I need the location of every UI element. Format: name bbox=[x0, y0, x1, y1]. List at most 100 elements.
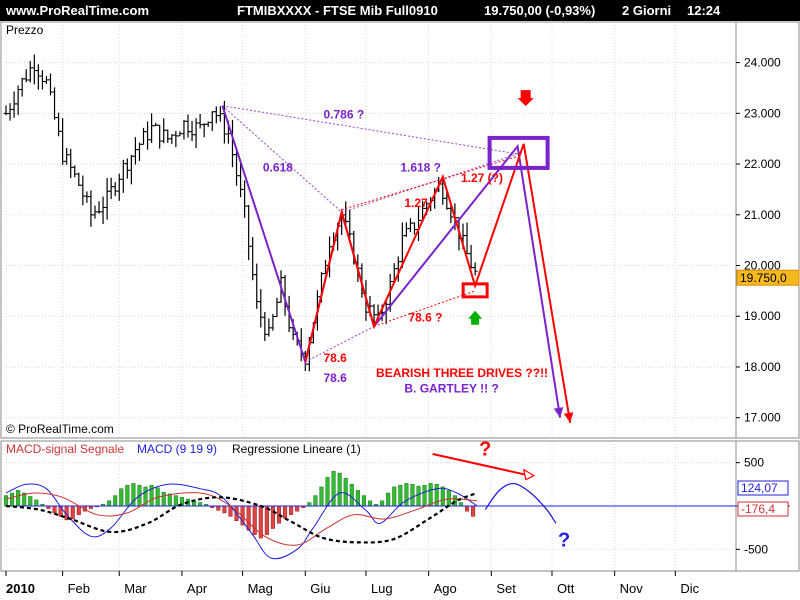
signal-value-box bbox=[737, 501, 789, 517]
time-tick-label: Giu bbox=[310, 581, 330, 596]
macd-histogram-bar bbox=[422, 484, 427, 507]
time-tick-label: Set bbox=[496, 581, 516, 596]
macd-value-box bbox=[737, 480, 789, 496]
macd-signal-legend: MACD-signal Segnale bbox=[6, 442, 124, 456]
price-tick-label: 18.000 bbox=[744, 360, 781, 374]
macd-histogram-bar bbox=[458, 502, 464, 507]
macd-histogram-bar bbox=[70, 505, 75, 520]
macd-histogram-bar bbox=[404, 483, 409, 507]
time-tick-label: Nov bbox=[620, 581, 644, 596]
signal-line bbox=[5, 492, 478, 546]
title-bar: www.ProRealTime.com FTMIBXXXX - FTSE Mib… bbox=[0, 0, 800, 21]
purple-dashed-line bbox=[341, 153, 518, 213]
pattern-annotation: 78.6 bbox=[323, 351, 347, 365]
macd-panel: MACD-signal Segnale MACD (9 19 9) Regres… bbox=[0, 439, 800, 572]
macd-histogram-bar bbox=[361, 495, 366, 507]
macd-histogram-bar bbox=[283, 505, 288, 519]
time-tick-label: Ago bbox=[434, 581, 457, 596]
pattern-annotation: 1.27 (?) bbox=[461, 171, 503, 185]
last-price-label: 19.750,0 bbox=[740, 271, 787, 285]
quote-label: 19.750,00 (-0,93%) bbox=[484, 3, 596, 18]
macd-histogram-bar bbox=[16, 490, 21, 507]
macd-histogram-bar bbox=[34, 499, 39, 507]
site-label: www.ProRealTime.com bbox=[6, 3, 150, 18]
target-zone-box bbox=[487, 135, 550, 170]
macd-histogram-bar bbox=[28, 496, 33, 507]
macd-value-tags: 124,07 -176,4 bbox=[737, 480, 789, 517]
price-panel: Prezzo © ProRealTime.com 24.000 23.000 22.… bbox=[0, 21, 800, 439]
macd-histogram-bar bbox=[10, 492, 15, 507]
ohlc-bar bbox=[472, 262, 478, 276]
macd-histogram-bar bbox=[52, 505, 57, 514]
purple-arrowhead bbox=[553, 407, 564, 418]
harmonic-pattern bbox=[221, 105, 574, 423]
macd-histogram-bar bbox=[125, 484, 130, 507]
price-tick-label: 20.000 bbox=[744, 259, 781, 273]
macd-histogram-bar bbox=[452, 495, 457, 507]
macd-projection-curve bbox=[484, 482, 557, 524]
price-tick-label: 24.000 bbox=[744, 56, 781, 70]
macd-projections: ?? bbox=[432, 439, 570, 552]
macd-histogram-bar bbox=[398, 484, 403, 507]
macd-histogram-bar bbox=[325, 477, 330, 507]
macd-histogram-bar bbox=[295, 505, 300, 512]
macd-histogram-bar bbox=[428, 483, 433, 507]
time-axis: 2010 Feb Mar Apr Mag Giu Lug Ago Set Ott Nov Dic bbox=[1, 570, 736, 596]
macd-histogram-bar bbox=[440, 486, 445, 507]
pattern-annotation: 78.6 ? bbox=[408, 310, 442, 324]
macd-histogram-bar bbox=[465, 505, 470, 512]
macd-histogram-bar bbox=[161, 491, 166, 507]
price-grid bbox=[5, 22, 736, 438]
purple-dashed-line bbox=[222, 105, 343, 213]
macd-histogram-bar bbox=[367, 500, 373, 507]
red-down-arrow-icon bbox=[517, 90, 534, 107]
pattern-annotation: B. GARTLEY !! ? bbox=[404, 381, 498, 395]
macd-red-trend-arrow bbox=[432, 453, 527, 476]
time-tick-label: 2010 bbox=[6, 581, 35, 596]
macd-lines bbox=[5, 483, 790, 560]
macd-histogram-bar bbox=[198, 502, 203, 507]
time-tick-label: Mar bbox=[124, 581, 147, 596]
macd-histogram-bar bbox=[471, 505, 476, 517]
regression-legend: Regressione Lineare (1) bbox=[232, 442, 361, 456]
macd-histogram-bar bbox=[337, 472, 342, 507]
last-price-box bbox=[736, 269, 800, 286]
macd-histogram-bar bbox=[264, 505, 269, 535]
macd-histogram-bar bbox=[173, 495, 178, 507]
price-panel-frame bbox=[0, 21, 800, 439]
pattern-annotation: BEARISH THREE DRIVES ??!! bbox=[376, 366, 548, 380]
three-drives-red-path bbox=[304, 143, 572, 423]
time-tick-label: Feb bbox=[68, 581, 90, 596]
macd-tick-label: 500 bbox=[744, 456, 764, 470]
macd-histogram-bar bbox=[313, 495, 318, 507]
time-tick-label: Mag bbox=[248, 581, 273, 596]
macd-histogram-bar bbox=[331, 471, 336, 507]
current-zone-box bbox=[461, 282, 489, 299]
price-tick-label: 22.000 bbox=[744, 157, 781, 171]
macd-legend: MACD (9 19 9) bbox=[137, 442, 217, 456]
macd-histogram-bar bbox=[416, 485, 421, 507]
signal-value-label: -176,4 bbox=[741, 502, 775, 516]
time-tick-label: Dic bbox=[680, 581, 699, 596]
red-arrowhead bbox=[563, 412, 574, 423]
purple-dashed-line bbox=[222, 105, 518, 155]
price-tick-label: 17.000 bbox=[744, 411, 781, 425]
price-panel-title: Prezzo bbox=[6, 23, 44, 37]
macd-histogram-bar bbox=[167, 493, 172, 507]
time-tick-label: Lug bbox=[371, 581, 393, 596]
last-price-tag: 19.750,0 bbox=[736, 269, 800, 286]
red-dashed-line bbox=[373, 290, 476, 327]
price-tick-label: 19.000 bbox=[744, 309, 781, 323]
macd-histogram-bar bbox=[107, 500, 112, 507]
macd-histogram-bar bbox=[3, 495, 9, 507]
timeframe-label: 2 Giorni bbox=[622, 3, 672, 18]
question-mark: ? bbox=[479, 439, 491, 461]
chart-canvas: Prezzo © ProRealTime.com 24.000 23.000 22.… bbox=[0, 21, 800, 596]
regression-curve bbox=[5, 491, 478, 544]
macd-histogram-bar bbox=[246, 505, 251, 531]
price-axis: 24.000 23.000 22.000 21.000 20.000 19.000 18.0… bbox=[736, 56, 781, 425]
pattern-annotation: 0.618 bbox=[263, 161, 293, 175]
macd-histogram-bar bbox=[319, 486, 324, 507]
time-label: 12:24 bbox=[687, 3, 721, 18]
time-tick-label: Ott bbox=[557, 581, 575, 596]
